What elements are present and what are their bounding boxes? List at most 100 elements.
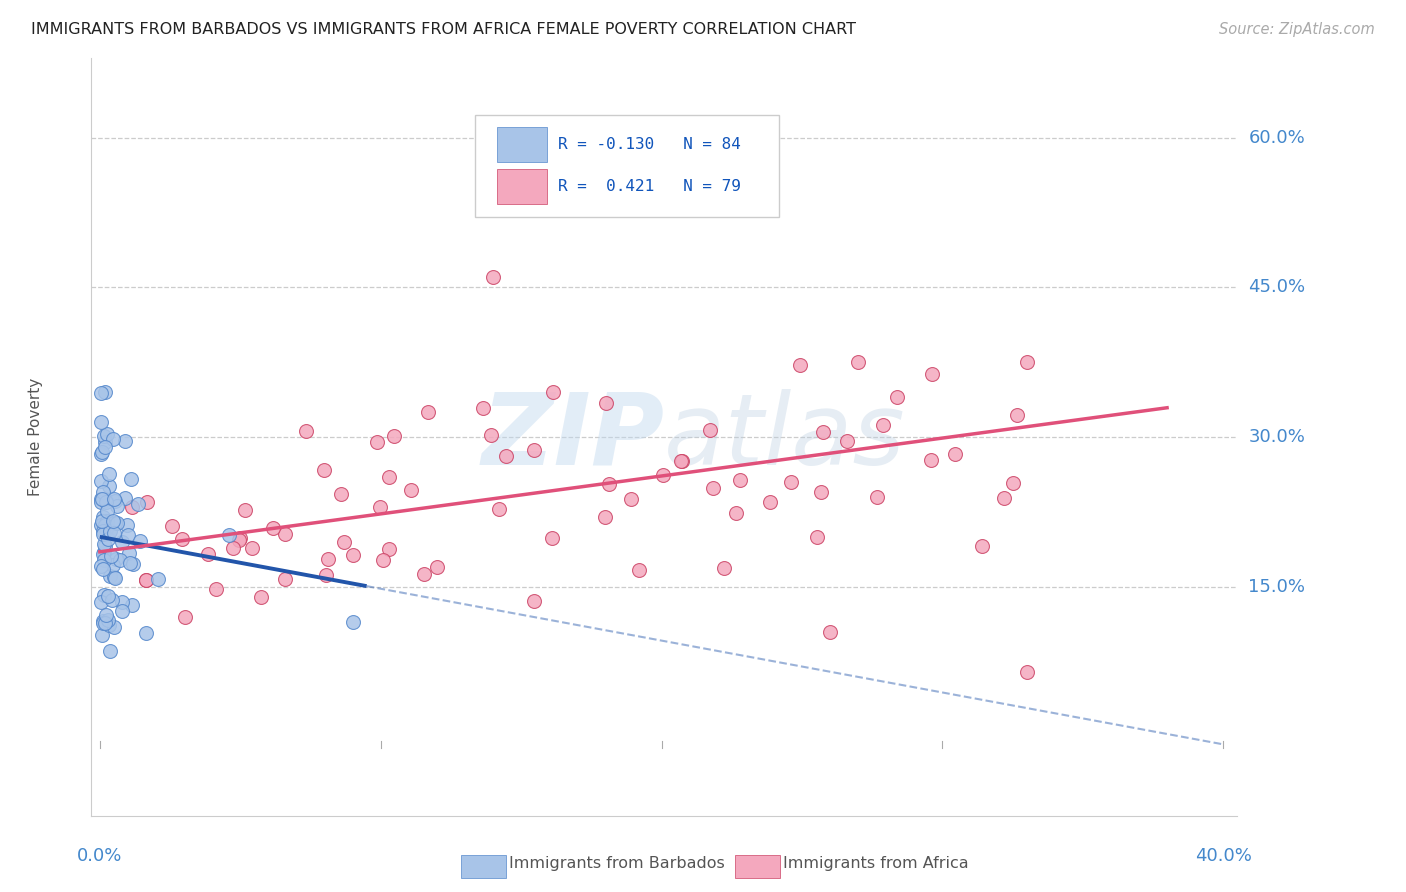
Point xyxy=(482,270,505,285)
Point xyxy=(94,385,117,400)
Text: Immigrants from Africa: Immigrants from Africa xyxy=(783,856,969,871)
Text: 0.0%: 0.0% xyxy=(77,847,122,864)
Point xyxy=(96,607,118,622)
Point xyxy=(886,390,908,404)
Point xyxy=(94,495,117,509)
Point xyxy=(97,532,120,546)
Point xyxy=(837,434,859,449)
Point xyxy=(93,615,115,630)
Point xyxy=(90,474,112,488)
Point xyxy=(91,526,114,541)
Point xyxy=(671,454,693,468)
Point xyxy=(91,517,114,532)
Point xyxy=(205,582,228,596)
Point xyxy=(472,401,495,416)
Point xyxy=(197,547,219,561)
Point xyxy=(94,435,117,450)
Point xyxy=(262,521,284,535)
Point xyxy=(943,447,966,461)
Point xyxy=(117,528,139,542)
Point xyxy=(972,539,994,553)
Point xyxy=(94,493,117,508)
Point xyxy=(240,541,263,556)
Point xyxy=(371,553,394,567)
Point xyxy=(90,447,112,461)
Point xyxy=(114,434,136,449)
Point xyxy=(581,191,603,205)
Point xyxy=(813,425,835,440)
Point xyxy=(100,524,122,539)
Point xyxy=(818,624,841,639)
Point xyxy=(93,553,115,567)
Text: Source: ZipAtlas.com: Source: ZipAtlas.com xyxy=(1219,22,1375,37)
Point xyxy=(598,477,620,491)
Point xyxy=(103,491,125,506)
Text: R =  0.421   N = 79: R = 0.421 N = 79 xyxy=(558,179,741,194)
Point xyxy=(91,524,114,538)
Point xyxy=(541,385,564,400)
Point xyxy=(91,615,114,629)
Point xyxy=(97,614,120,628)
Point xyxy=(94,522,117,536)
Point xyxy=(98,467,121,481)
Point xyxy=(671,454,693,468)
Point xyxy=(920,453,942,467)
Point xyxy=(107,500,129,514)
Point xyxy=(316,552,339,566)
Point xyxy=(90,559,112,574)
Point xyxy=(593,510,616,524)
Text: atlas: atlas xyxy=(664,389,905,485)
Text: 30.0%: 30.0% xyxy=(1249,428,1305,446)
Point xyxy=(595,396,617,410)
Point xyxy=(94,539,117,553)
Point xyxy=(91,561,114,575)
Point xyxy=(91,547,114,561)
Point xyxy=(135,573,157,587)
Text: R = -0.130   N = 84: R = -0.130 N = 84 xyxy=(558,137,741,153)
Point xyxy=(233,503,256,517)
Point xyxy=(98,644,121,658)
Point xyxy=(93,588,115,602)
Text: 40.0%: 40.0% xyxy=(1195,847,1251,864)
Point xyxy=(274,572,297,586)
Point xyxy=(90,515,112,529)
Point xyxy=(702,482,724,496)
FancyBboxPatch shape xyxy=(498,128,547,162)
Point xyxy=(97,589,120,603)
Point xyxy=(699,423,721,437)
Point xyxy=(121,500,143,514)
Point xyxy=(100,549,122,563)
Point xyxy=(315,568,337,582)
Point xyxy=(103,620,125,634)
Point xyxy=(780,475,803,489)
Point xyxy=(100,592,122,607)
Point xyxy=(90,495,112,509)
Point xyxy=(135,626,157,640)
Point xyxy=(1005,408,1028,422)
Point xyxy=(122,557,145,571)
Point xyxy=(228,531,250,545)
Point xyxy=(523,442,546,457)
Point xyxy=(111,604,134,618)
Point xyxy=(846,355,869,369)
Point xyxy=(90,491,112,506)
Point xyxy=(413,566,436,581)
Point xyxy=(418,405,440,419)
Point xyxy=(103,432,125,446)
Point xyxy=(98,569,121,583)
Point xyxy=(366,435,388,450)
Point xyxy=(810,484,832,499)
Point xyxy=(218,528,240,542)
Point xyxy=(540,531,562,545)
Point xyxy=(127,497,149,511)
Point xyxy=(728,473,751,487)
Point xyxy=(993,491,1015,505)
Point xyxy=(619,491,641,506)
Point xyxy=(495,449,517,463)
Point xyxy=(115,517,138,532)
Point xyxy=(114,491,136,505)
Point xyxy=(295,424,318,438)
Text: 60.0%: 60.0% xyxy=(1249,128,1305,147)
Point xyxy=(425,560,447,574)
Point xyxy=(108,553,131,567)
